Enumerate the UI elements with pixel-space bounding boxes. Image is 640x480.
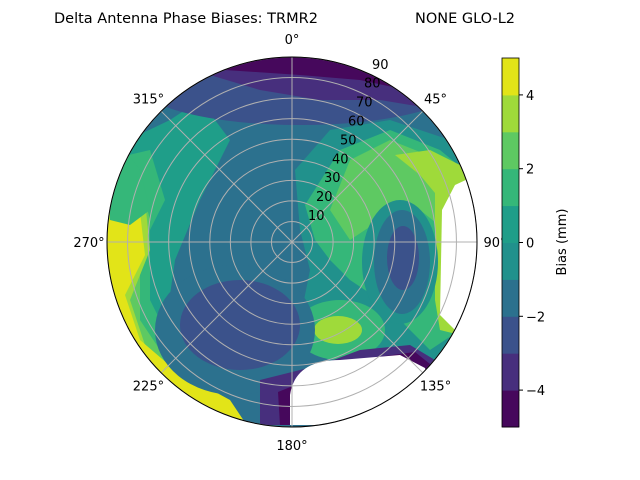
colorbar: −4 −2 0 2 4 Bias (mm) [501, 57, 570, 428]
polar-grid [106, 56, 478, 428]
radial-tick-label: 20 [316, 190, 333, 205]
radial-tick-label: 90 [372, 58, 389, 73]
angular-tick-label: 270° [73, 236, 104, 251]
colorbar-tick-label: 2 [526, 163, 534, 178]
colorbar-band [502, 131, 519, 170]
angular-gridline [291, 110, 424, 243]
radial-tick-label: 30 [324, 171, 341, 186]
colorbar-label: Bias (mm) [555, 209, 570, 276]
colorbar-band [502, 58, 519, 96]
angular-tick-label: 180° [276, 439, 307, 454]
polar-frame [106, 56, 478, 428]
chart-title: Delta Antenna Phase Biases: TRMR2 [54, 11, 318, 27]
contour-band [440, 178, 477, 340]
angular-gridline [291, 241, 424, 374]
colorbar-band [502, 390, 519, 428]
colorbar-band [502, 316, 519, 354]
contour-band [180, 280, 300, 370]
angular-tick-label: 45° [424, 92, 447, 107]
colorbar-tick-label: 0 [526, 237, 534, 252]
colorbar-tick-label: −4 [526, 384, 545, 399]
radial-tick-label: 10 [308, 209, 325, 224]
angular-tick-label: 90° [483, 236, 506, 251]
angular-tick-label: 315° [133, 92, 164, 107]
chart-subtitle: NONE GLO-L2 [415, 11, 515, 27]
colorbar-band [502, 94, 519, 133]
contour-band [314, 316, 362, 344]
angular-gridline [160, 241, 293, 374]
angular-gridline [160, 110, 293, 243]
radial-tick-label: 70 [356, 96, 373, 111]
radial-tick-label: 40 [332, 152, 349, 167]
colorbar-band [502, 279, 519, 317]
angular-tick-label: 225° [133, 380, 164, 395]
angular-tick-label: 0° [285, 33, 300, 48]
colorbar-tick-label: 4 [526, 89, 534, 104]
radial-tick-label: 50 [340, 133, 357, 148]
colorbar-band [502, 168, 519, 207]
colorbar-band [502, 205, 519, 243]
colorbar-band [502, 242, 519, 280]
radial-tick-label: 80 [364, 77, 381, 92]
radial-tick-label: 60 [348, 115, 365, 130]
colorbar-tick-label: −2 [526, 310, 545, 325]
angular-tick-label: 135° [420, 380, 451, 395]
colorbar-band [502, 353, 519, 391]
axis-labels: 0° 45° 90° 135° 180° 225° 270° 315° 10 20 30 40 50 60… [73, 33, 506, 454]
